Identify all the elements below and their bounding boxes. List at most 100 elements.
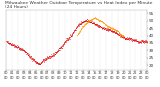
Point bbox=[66, 39, 68, 41]
Point bbox=[133, 39, 135, 41]
Point bbox=[111, 28, 114, 29]
Point bbox=[94, 23, 96, 24]
Point bbox=[121, 36, 124, 38]
Point bbox=[120, 34, 123, 35]
Point bbox=[74, 29, 76, 30]
Point bbox=[100, 26, 102, 28]
Point bbox=[75, 27, 77, 28]
Point bbox=[22, 49, 24, 51]
Point bbox=[112, 31, 114, 32]
Point bbox=[62, 43, 65, 44]
Point bbox=[88, 20, 90, 21]
Point bbox=[120, 34, 122, 35]
Point bbox=[100, 21, 103, 23]
Point bbox=[112, 29, 115, 31]
Point bbox=[100, 27, 103, 28]
Point bbox=[71, 33, 73, 34]
Point bbox=[84, 24, 86, 25]
Point bbox=[108, 29, 110, 31]
Point bbox=[29, 55, 32, 56]
Point bbox=[126, 38, 129, 39]
Point bbox=[70, 35, 72, 37]
Point bbox=[97, 20, 100, 22]
Point bbox=[122, 36, 125, 37]
Point bbox=[75, 27, 77, 29]
Point bbox=[101, 21, 104, 22]
Point bbox=[83, 24, 85, 25]
Point bbox=[31, 57, 34, 58]
Point bbox=[111, 27, 113, 28]
Point bbox=[99, 20, 101, 21]
Point bbox=[8, 43, 10, 44]
Point bbox=[69, 35, 72, 36]
Point bbox=[126, 38, 128, 39]
Point bbox=[103, 22, 105, 23]
Point bbox=[124, 38, 127, 40]
Point bbox=[94, 17, 96, 19]
Point bbox=[94, 17, 97, 19]
Point bbox=[16, 47, 19, 48]
Point bbox=[53, 53, 56, 54]
Point bbox=[113, 31, 116, 33]
Point bbox=[93, 17, 96, 18]
Point bbox=[46, 56, 48, 58]
Point bbox=[55, 51, 58, 53]
Point bbox=[143, 41, 146, 43]
Point bbox=[61, 47, 63, 48]
Point bbox=[96, 26, 99, 27]
Point bbox=[77, 32, 80, 33]
Point bbox=[75, 27, 78, 28]
Point bbox=[8, 43, 10, 44]
Point bbox=[78, 31, 81, 33]
Point bbox=[98, 19, 101, 21]
Point bbox=[124, 38, 127, 39]
Point bbox=[98, 19, 100, 21]
Point bbox=[124, 38, 127, 39]
Point bbox=[77, 23, 80, 24]
Point bbox=[10, 43, 12, 45]
Point bbox=[49, 56, 52, 57]
Point bbox=[120, 34, 123, 35]
Point bbox=[56, 50, 58, 52]
Point bbox=[70, 35, 72, 36]
Point bbox=[139, 41, 142, 42]
Point bbox=[102, 26, 104, 28]
Point bbox=[24, 51, 26, 52]
Point bbox=[66, 37, 68, 39]
Point bbox=[20, 48, 22, 49]
Point bbox=[109, 29, 112, 30]
Point bbox=[7, 42, 9, 44]
Point bbox=[76, 27, 78, 28]
Text: Milwaukee Weather Outdoor Temperature vs Heat Index per Minute (24 Hours): Milwaukee Weather Outdoor Temperature vs… bbox=[5, 1, 152, 9]
Point bbox=[129, 37, 132, 39]
Point bbox=[21, 49, 23, 51]
Point bbox=[100, 21, 102, 22]
Point bbox=[92, 18, 94, 19]
Point bbox=[90, 21, 92, 22]
Point bbox=[97, 25, 100, 26]
Point bbox=[136, 40, 139, 41]
Point bbox=[10, 44, 13, 45]
Point bbox=[87, 20, 89, 21]
Point bbox=[27, 52, 29, 53]
Point bbox=[141, 40, 143, 41]
Point bbox=[52, 53, 54, 55]
Point bbox=[41, 61, 44, 62]
Point bbox=[99, 21, 102, 22]
Point bbox=[116, 32, 119, 34]
Point bbox=[6, 42, 8, 43]
Point bbox=[118, 34, 121, 35]
Point bbox=[53, 53, 56, 55]
Point bbox=[98, 26, 101, 27]
Point bbox=[37, 63, 39, 65]
Point bbox=[126, 37, 129, 39]
Point bbox=[136, 40, 139, 42]
Point bbox=[106, 26, 109, 27]
Point bbox=[112, 31, 115, 33]
Point bbox=[59, 47, 61, 49]
Point bbox=[35, 61, 38, 62]
Point bbox=[56, 50, 59, 52]
Point bbox=[90, 22, 93, 23]
Point bbox=[65, 39, 68, 40]
Point bbox=[83, 21, 85, 22]
